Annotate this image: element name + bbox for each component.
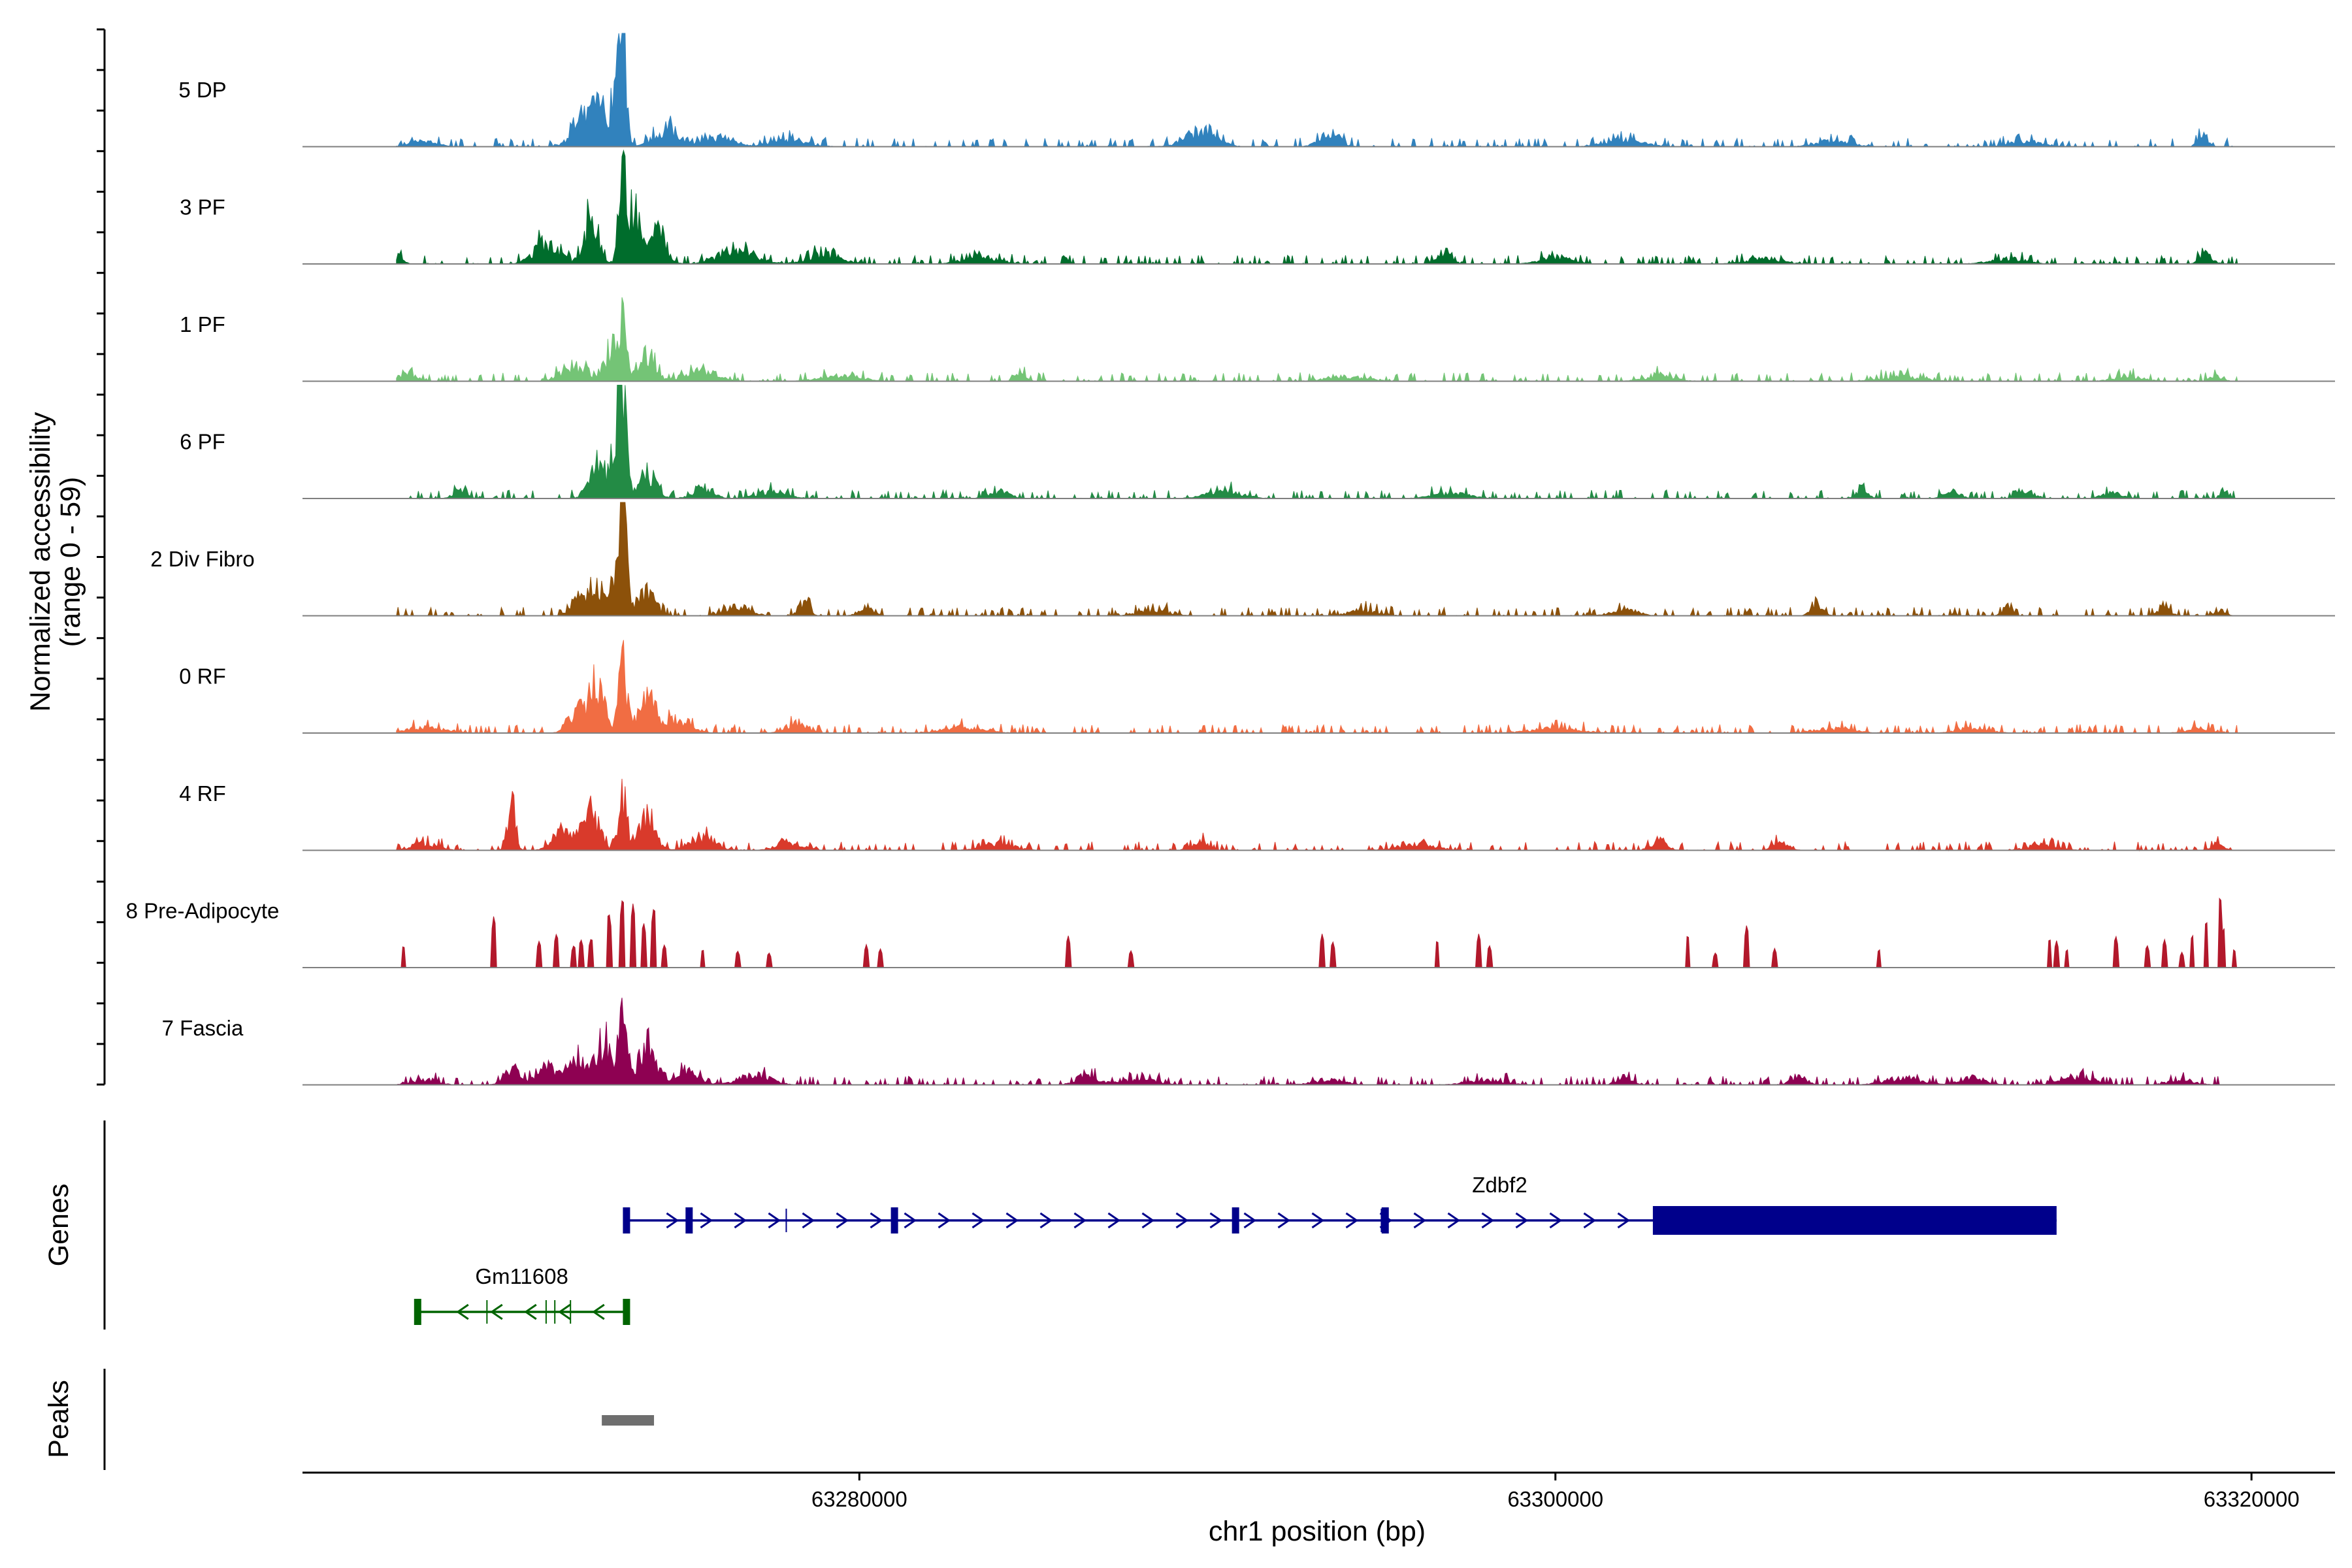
strand-chevron [1311,1212,1325,1229]
x-tick-label: 63320000 [2204,1487,2300,1511]
strand-chevron [904,1212,917,1229]
exon-mark [1381,1207,1389,1233]
strand-chevron [1515,1212,1529,1229]
strand-chevron [768,1212,781,1229]
strand-chevron [1277,1212,1291,1229]
gene-zdbf2: Zdbf2 [623,1173,2057,1235]
strand-chevron [1413,1212,1427,1229]
coverage-area [396,149,2238,265]
strand-chevron [734,1212,747,1229]
strand-chevron [592,1303,605,1320]
track-label: 6 PF [180,430,225,454]
track-6-pf: 6 PF [180,385,2335,500]
strand-chevron [1073,1212,1087,1229]
genes-track: Genes Zdbf2 Gm11608 [43,1120,2057,1330]
exon-mark [685,1207,693,1233]
track-2-div-fibro: 2 Div Fibro [150,502,2335,617]
gene-name-label: Gm11608 [475,1264,568,1288]
strand-chevron [1141,1212,1155,1229]
track-8-pre-adipocyte: 8 Pre-Adipocyte [126,897,2335,968]
strand-chevron [524,1303,537,1320]
peaks-track: Peaks [43,1369,655,1470]
x-tick-label: 63280000 [811,1487,907,1511]
tracks-layer: 5 DP 3 PF 1 PF 6 PF 2 Div Fibro 0 RF 4 RF 8 Pre… [126,33,2335,1086]
track-0-rf: 0 RF [179,640,2335,734]
gene-name-label: Zdbf2 [1472,1173,1527,1197]
strand-chevron [1583,1212,1597,1229]
x-axis: 63280000 63300000 63320000 [302,1471,2335,1511]
strand-chevron [1005,1212,1019,1229]
strand-chevron [972,1212,985,1229]
exon-mark [1232,1207,1239,1233]
strand-chevron [1243,1212,1257,1229]
track-label: 7 Fascia [162,1016,244,1040]
strand-chevron [836,1212,849,1229]
strand-chevron [1345,1212,1359,1229]
exon-mark [623,1299,630,1325]
strand-chevron [1107,1212,1121,1229]
coverage-area [396,33,2238,148]
coverage-area [396,385,2238,500]
strand-chevron [700,1212,713,1229]
coverage-area [396,779,2238,852]
strand-chevron [870,1212,883,1229]
track-label: 8 Pre-Adipocyte [126,899,280,923]
coverage-area [396,297,2238,383]
exon-mark [414,1299,421,1325]
peaks-label: Peaks [43,1380,74,1458]
strand-chevron [802,1212,815,1229]
exon-mark [623,1207,630,1233]
peak-region [602,1415,655,1426]
gene-utr-block [1652,1206,2057,1235]
coverage-area [396,998,2238,1086]
track-label: 4 RF [179,781,226,806]
x-tick-label: 63300000 [1507,1487,1603,1511]
y-axis-label: Normalized accessibility [25,412,56,711]
strand-chevron [1549,1212,1563,1229]
y-axis [97,28,106,1086]
track-label: 1 PF [180,312,225,336]
y-axis-label-range: (range 0 - 59) [55,477,86,647]
strand-chevron [456,1303,469,1320]
strand-chevron [1039,1212,1053,1229]
coverage-area [396,897,2238,968]
strand-chevron [1617,1212,1631,1229]
coverage-area [396,640,2238,734]
track-1-pf: 1 PF [180,297,2335,383]
strand-chevron [1175,1212,1189,1229]
strand-chevron [666,1212,679,1229]
track-3-pf: 3 PF [180,149,2335,265]
track-4-rf: 4 RF [179,779,2335,852]
exon-mark [890,1207,898,1233]
gene-gm11608: Gm11608 [414,1264,630,1325]
track-label: 3 PF [180,195,225,220]
track-7-fascia: 7 Fascia [162,998,2335,1086]
track-label: 5 DP [178,78,226,102]
genes-label: Genes [43,1184,74,1267]
track-5-dp: 5 DP [178,33,2335,148]
coverage-area [396,502,2238,617]
strand-chevron [490,1303,503,1320]
strand-chevron [1481,1212,1495,1229]
strand-chevron [558,1303,571,1320]
strand-chevron [938,1212,951,1229]
x-axis-label: chr1 position (bp) [1209,1516,1426,1547]
track-label: 2 Div Fibro [150,547,255,571]
track-label: 0 RF [179,664,226,689]
strand-chevron [1447,1212,1461,1229]
strand-chevron [1209,1212,1223,1229]
